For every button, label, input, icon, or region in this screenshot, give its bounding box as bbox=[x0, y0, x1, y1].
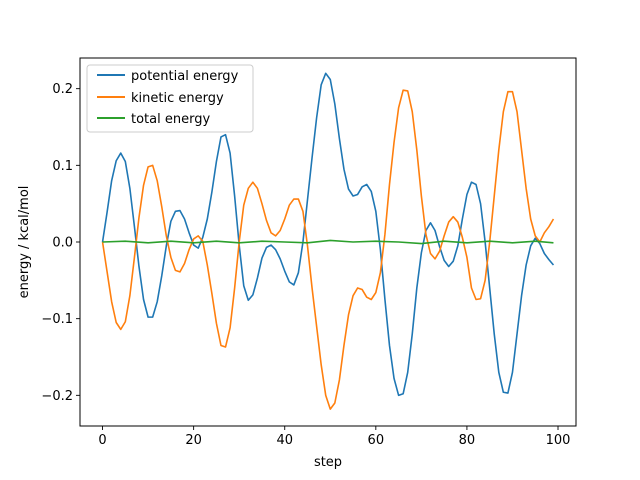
y-axis-label: energy / kcal/mol bbox=[17, 186, 32, 299]
y-tick-label: −0.1 bbox=[41, 312, 73, 327]
x-tick-label: 80 bbox=[459, 433, 476, 448]
x-axis: 0 20 40 60 80 100 bbox=[98, 426, 570, 448]
x-tick-label: 20 bbox=[185, 433, 202, 448]
total-energy-line bbox=[102, 239, 554, 245]
y-tick-label: 0.2 bbox=[52, 82, 73, 97]
legend-label-kinetic: kinetic energy bbox=[131, 91, 224, 106]
y-tick-label: −0.2 bbox=[41, 389, 73, 404]
y-axis: −0.2 −0.1 0.0 0.1 0.2 bbox=[41, 82, 80, 404]
y-tick-label: 0.1 bbox=[52, 159, 73, 174]
legend: potential energy kinetic energy total en… bbox=[86, 64, 254, 133]
legend-label-potential: potential energy bbox=[131, 69, 239, 84]
x-tick-label: 60 bbox=[368, 433, 385, 448]
x-tick-label: 0 bbox=[98, 433, 106, 448]
x-tick-label: 100 bbox=[546, 433, 571, 448]
legend-label-total: total energy bbox=[131, 112, 210, 127]
x-tick-label: 40 bbox=[276, 433, 293, 448]
legend-box bbox=[86, 64, 254, 133]
series-layer bbox=[101, 72, 555, 410]
x-axis-label: step bbox=[314, 455, 342, 470]
kinetic-energy-line bbox=[101, 89, 555, 410]
potential-energy-line bbox=[101, 72, 555, 397]
y-tick-label: 0.0 bbox=[52, 236, 73, 251]
